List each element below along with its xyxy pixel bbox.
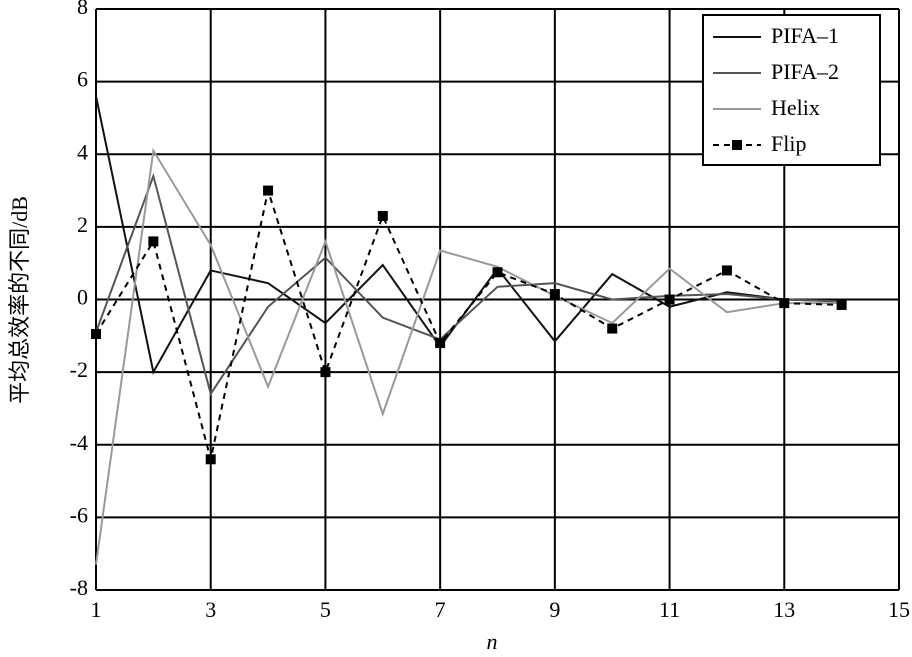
point-marker — [549, 289, 560, 300]
x-tick-label: 9 — [549, 597, 560, 622]
point-marker — [664, 294, 675, 305]
point-marker — [320, 367, 331, 378]
y-tick-label: -2 — [70, 357, 88, 382]
x-tick-label: 3 — [205, 597, 216, 622]
point-marker — [607, 323, 618, 334]
y-tick-label: -8 — [70, 575, 88, 600]
x-tick-label: 7 — [435, 597, 446, 622]
point-marker — [148, 236, 159, 247]
point-marker — [435, 338, 446, 349]
x-tick-label: 13 — [773, 597, 795, 622]
series-line — [95, 172, 842, 397]
y-tick-label: 6 — [77, 67, 88, 92]
point-marker — [91, 328, 101, 339]
point-marker — [721, 265, 732, 276]
series-line — [95, 147, 842, 565]
x-tick-label: 5 — [320, 597, 331, 622]
legend-label: Flip — [771, 131, 806, 156]
point-marker — [263, 185, 274, 196]
point-marker — [836, 299, 847, 310]
x-tick-label: 1 — [91, 597, 102, 622]
legend-label: Helix — [771, 95, 820, 120]
series-line — [95, 186, 842, 460]
legend-label: PIFA–2 — [771, 59, 839, 84]
point-marker — [377, 210, 388, 221]
y-tick-label: 8 — [77, 0, 88, 19]
y-tick-label: -4 — [70, 430, 88, 455]
x-tick-label: 15 — [888, 597, 910, 622]
x-tick-label: 11 — [659, 597, 680, 622]
x-axis-label: n — [487, 629, 498, 654]
y-tick-label: 2 — [77, 212, 88, 237]
point-marker — [205, 454, 216, 465]
y-tick-label: 0 — [77, 285, 88, 310]
legend-label: PIFA–1 — [771, 23, 839, 48]
point-marker — [779, 298, 790, 309]
point-marker — [492, 267, 503, 278]
y-tick-label: 4 — [77, 139, 88, 164]
legend-marker — [732, 140, 742, 150]
y-axis-label: 平均总效率的不同/dB — [7, 196, 32, 404]
y-tick-label: -6 — [70, 502, 88, 527]
